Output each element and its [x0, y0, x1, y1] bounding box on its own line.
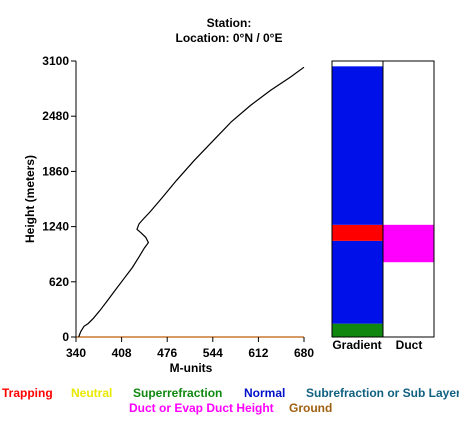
y-tick-label: 1860	[42, 164, 69, 178]
legend-ground: Ground	[289, 401, 333, 415]
plot-area	[76, 66, 305, 338]
y-tick-label: 0	[62, 330, 69, 344]
y-axis-ticks: 0 620 1240 1860 2480 3100	[42, 54, 76, 344]
duct-panel-label: Duct	[396, 338, 423, 352]
gradient-panel-label: Gradient	[332, 338, 381, 352]
x-tick-label: 408	[112, 346, 132, 360]
legend-trapping: Trapping	[2, 386, 53, 400]
y-tick-label: 1240	[42, 220, 69, 234]
legend-normal: Normal	[244, 386, 286, 400]
x-tick-label: 340	[66, 346, 86, 360]
y-tick-label: 620	[49, 275, 69, 289]
x-tick-label: 476	[157, 346, 177, 360]
y-axis-label: Height (meters)	[23, 155, 37, 243]
x-tick-label: 680	[294, 346, 314, 360]
duct-panel	[382, 60, 435, 338]
x-axis-label: M-units	[170, 361, 213, 375]
legend-subrefraction: Subrefraction or Sub Layer	[306, 386, 459, 400]
m-unit-profile-line	[78, 66, 305, 338]
legend-neutral: Neutral	[71, 386, 113, 400]
y-tick-label: 3100	[42, 54, 69, 68]
gradient-segment-superrefraction	[332, 323, 383, 337]
gradient-segment-trapping	[332, 224, 383, 241]
duct-segment	[383, 224, 434, 263]
legend-duct: Duct or Evap Duct Height	[129, 401, 274, 415]
gradient-segment-normal	[332, 66, 383, 225]
station-title: Station:	[207, 16, 252, 30]
y-tick-label: 2480	[42, 109, 69, 123]
legend-superrefraction: Superrefraction	[133, 386, 223, 400]
gradient-panel	[331, 60, 384, 338]
gradient-segment-normal	[332, 240, 383, 324]
location-title: Location: 0°N / 0°E	[176, 31, 283, 45]
duct-panel-frame	[382, 60, 435, 338]
x-tick-label: 544	[203, 346, 223, 360]
x-tick-label: 612	[248, 346, 268, 360]
x-axis-ticks: 340 408 476 544 612 680	[66, 337, 314, 360]
